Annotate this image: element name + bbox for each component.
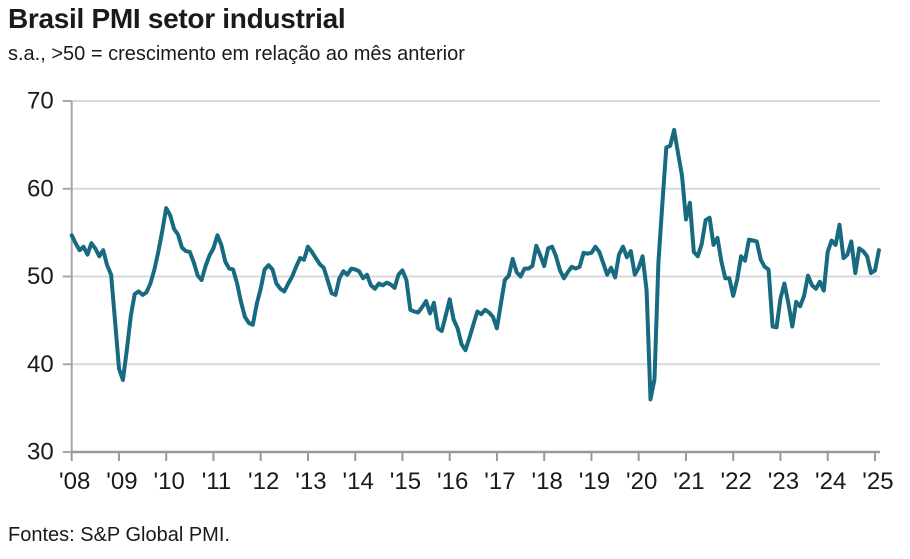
x-tick-label-19: '19 [579,468,610,495]
y-tick-label-60: 60 [27,175,54,202]
chart-title: Brasil PMI setor industrial [8,3,346,34]
x-tick-label-16: '16 [437,468,468,495]
x-tick-label-17: '17 [484,468,515,495]
source-note: Fontes: S&P Global PMI. [8,524,230,546]
x-tick-label-18: '18 [532,468,563,495]
x-tick-label-22: '22 [721,468,752,495]
x-tick-label-20: '20 [626,468,657,495]
y-tick-label-50: 50 [27,263,54,290]
y-tick-label-40: 40 [27,351,54,378]
x-tick-label-25: '25 [862,468,893,495]
pmi-data-line [69,128,881,402]
pmi-line-chart: 30 40 50 60 70 '08 '09 '10 '11 '12 '13 '14 '15 '16 '17… [27,88,894,495]
chart-subtitle: s.a., >50 = crescimento em relação ao mê… [8,43,465,65]
x-tick-label-08: '08 [59,468,90,495]
y-tick-label-70: 70 [27,88,54,115]
x-tick-label-09: '09 [106,468,137,495]
x-tick-label-15: '15 [390,468,421,495]
y-tick-label-30: 30 [27,439,54,466]
x-tick-label-10: '10 [154,468,185,495]
x-tick-label-12: '12 [248,468,279,495]
x-tick-label-11: '11 [202,468,232,495]
x-tick-label-13: '13 [295,468,326,495]
x-tick-label-21: '21 [673,468,704,495]
x-tick-label-14: '14 [343,468,374,495]
x-tick-label-23: '23 [768,468,799,495]
x-tick-label-24: '24 [815,468,846,495]
